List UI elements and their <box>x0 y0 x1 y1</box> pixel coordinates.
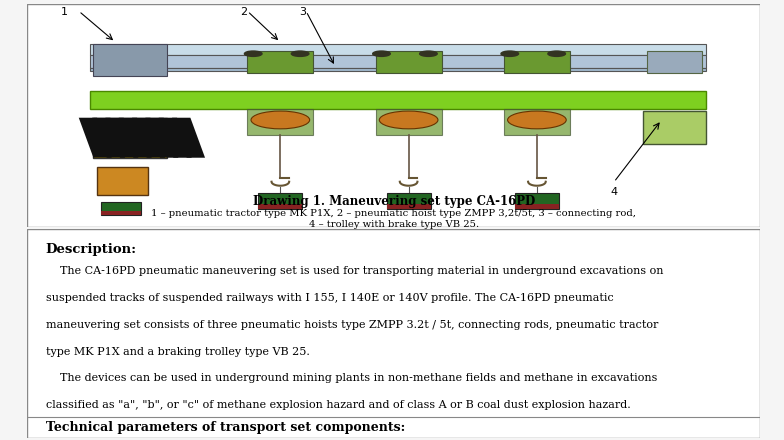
Text: type MK P1X and a braking trolley type VB 25.: type MK P1X and a braking trolley type V… <box>45 347 310 357</box>
Text: Description:: Description: <box>45 243 137 257</box>
Bar <box>247 51 314 73</box>
Bar <box>515 204 559 209</box>
Polygon shape <box>132 118 165 158</box>
Bar <box>100 202 141 216</box>
Circle shape <box>251 111 310 129</box>
Bar <box>387 204 430 209</box>
Bar <box>376 109 441 136</box>
Text: classified as "a", "b", or "c" of methane explosion hazard and of class A or B c: classified as "a", "b", or "c" of methan… <box>45 400 630 410</box>
Text: 2: 2 <box>240 7 247 17</box>
Bar <box>89 91 706 109</box>
Circle shape <box>507 111 566 129</box>
Circle shape <box>245 51 262 56</box>
Polygon shape <box>118 118 152 158</box>
Bar <box>100 211 141 216</box>
Circle shape <box>419 51 437 56</box>
Polygon shape <box>105 118 139 158</box>
Bar <box>259 204 303 209</box>
Text: Drawing 1. Maneuvering set type CA-16PD: Drawing 1. Maneuvering set type CA-16PD <box>252 195 535 209</box>
Bar <box>93 118 167 158</box>
Bar <box>647 51 702 73</box>
Circle shape <box>372 51 390 56</box>
Bar <box>504 109 570 136</box>
Polygon shape <box>158 118 192 158</box>
Circle shape <box>292 51 309 56</box>
Bar <box>504 51 570 73</box>
Bar <box>376 51 441 73</box>
Bar <box>643 111 706 144</box>
Bar <box>387 193 430 209</box>
Bar <box>89 68 706 71</box>
Bar <box>259 193 303 209</box>
Text: 3: 3 <box>299 7 306 17</box>
Bar <box>89 55 706 68</box>
Bar <box>93 118 167 158</box>
Text: The CA-16PD pneumatic maneuvering set is used for transporting material in under: The CA-16PD pneumatic maneuvering set is… <box>45 266 663 276</box>
Text: 1 – pneumatic tractor type MK P1X, 2 – pneumatic hoist type ZMPP 3,2t/5t, 3 – co: 1 – pneumatic tractor type MK P1X, 2 – p… <box>151 209 637 218</box>
Text: Technical parameters of transport set components:: Technical parameters of transport set co… <box>45 421 405 434</box>
Circle shape <box>548 51 565 56</box>
Text: 4: 4 <box>610 187 618 197</box>
Bar <box>247 109 314 136</box>
Text: maneuvering set consists of three pneumatic hoists type ZMPP 3.2t / 5t, connecti: maneuvering set consists of three pneuma… <box>45 320 658 330</box>
Polygon shape <box>78 118 112 158</box>
Polygon shape <box>172 118 205 158</box>
Polygon shape <box>145 118 179 158</box>
Text: 4 – trolley with brake type VB 25.: 4 – trolley with brake type VB 25. <box>309 220 479 229</box>
Bar <box>515 193 559 209</box>
Text: The devices can be used in underground mining plants in non-methane fields and m: The devices can be used in underground m… <box>45 374 657 383</box>
Circle shape <box>379 111 438 129</box>
Circle shape <box>501 51 518 56</box>
Text: suspended tracks of suspended railways with I 155, I 140E or 140V profile. The C: suspended tracks of suspended railways w… <box>45 293 614 303</box>
Bar <box>97 167 148 195</box>
Text: 1: 1 <box>60 7 67 17</box>
Bar <box>93 44 167 76</box>
Polygon shape <box>92 118 125 158</box>
Bar <box>89 44 706 55</box>
